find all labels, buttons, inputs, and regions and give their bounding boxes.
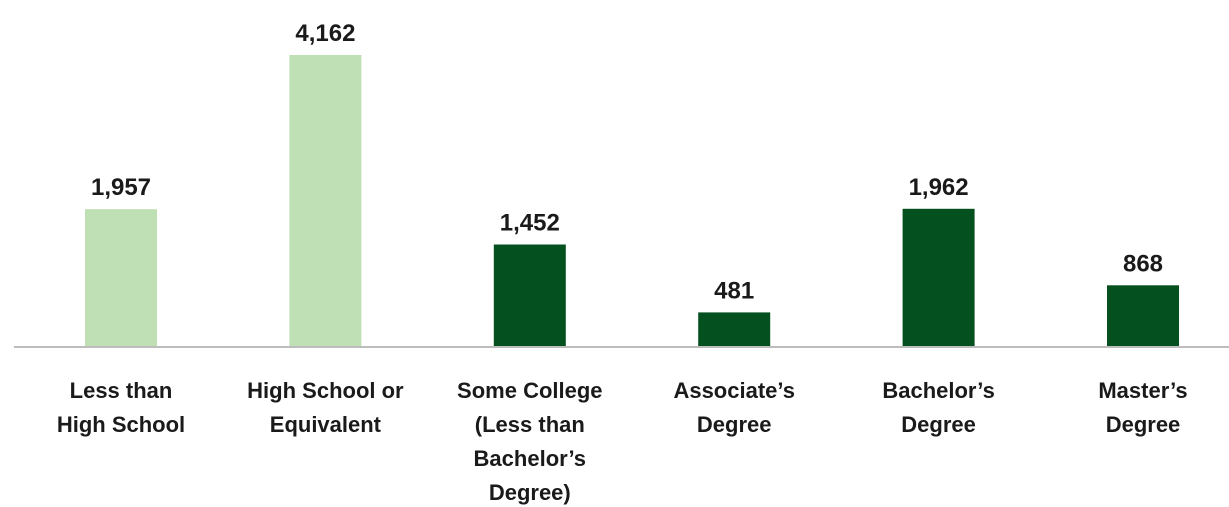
category-label-line: Some College xyxy=(457,378,602,403)
data-label-6: 868 xyxy=(1123,250,1163,277)
bars-group xyxy=(85,55,1179,346)
category-label-line: Degree xyxy=(901,412,976,437)
category-label-line: Associate’s xyxy=(673,378,794,403)
category-label-3: Some College (Less than Bachelor’s Degree) xyxy=(457,378,602,505)
bar-4 xyxy=(698,312,771,346)
category-label-5: Bachelor’s Degree xyxy=(882,378,995,437)
category-label-6: Master’s Degree xyxy=(1098,378,1187,437)
data-label-5: 1,962 xyxy=(909,174,969,201)
bar-6 xyxy=(1107,285,1179,346)
bar-3 xyxy=(493,244,566,346)
category-label-line: High School xyxy=(57,412,185,437)
data-label-3: 1,452 xyxy=(500,210,560,237)
data-label-2: 4,162 xyxy=(295,20,355,47)
category-label-line: Bachelor’s xyxy=(474,446,587,471)
category-label-line: Degree xyxy=(1106,412,1181,437)
category-label-line: Less than xyxy=(70,378,173,403)
data-label-4: 481 xyxy=(714,277,754,304)
category-label-line: Equivalent xyxy=(270,412,382,437)
category-label-1: Less than High School xyxy=(57,378,185,437)
category-label-line: High School or xyxy=(247,378,404,403)
category-label-line: Master’s xyxy=(1098,378,1187,403)
value-labels-group: 1,957 4,162 1,452 481 1,962 868 xyxy=(91,20,1163,304)
category-label-4: Associate’s Degree xyxy=(673,378,794,437)
bar-5 xyxy=(902,208,975,346)
category-label-line: (Less than xyxy=(475,412,585,437)
bar-1 xyxy=(85,209,157,346)
category-label-line: Degree xyxy=(697,412,772,437)
category-label-line: Degree) xyxy=(489,480,571,505)
bar-2 xyxy=(289,55,362,346)
category-labels-group: Less than High School High School or Equiva… xyxy=(57,378,1188,505)
category-label-line: Bachelor’s xyxy=(882,378,995,403)
data-label-1: 1,957 xyxy=(91,174,151,201)
category-label-2: High School or Equivalent xyxy=(247,378,404,437)
